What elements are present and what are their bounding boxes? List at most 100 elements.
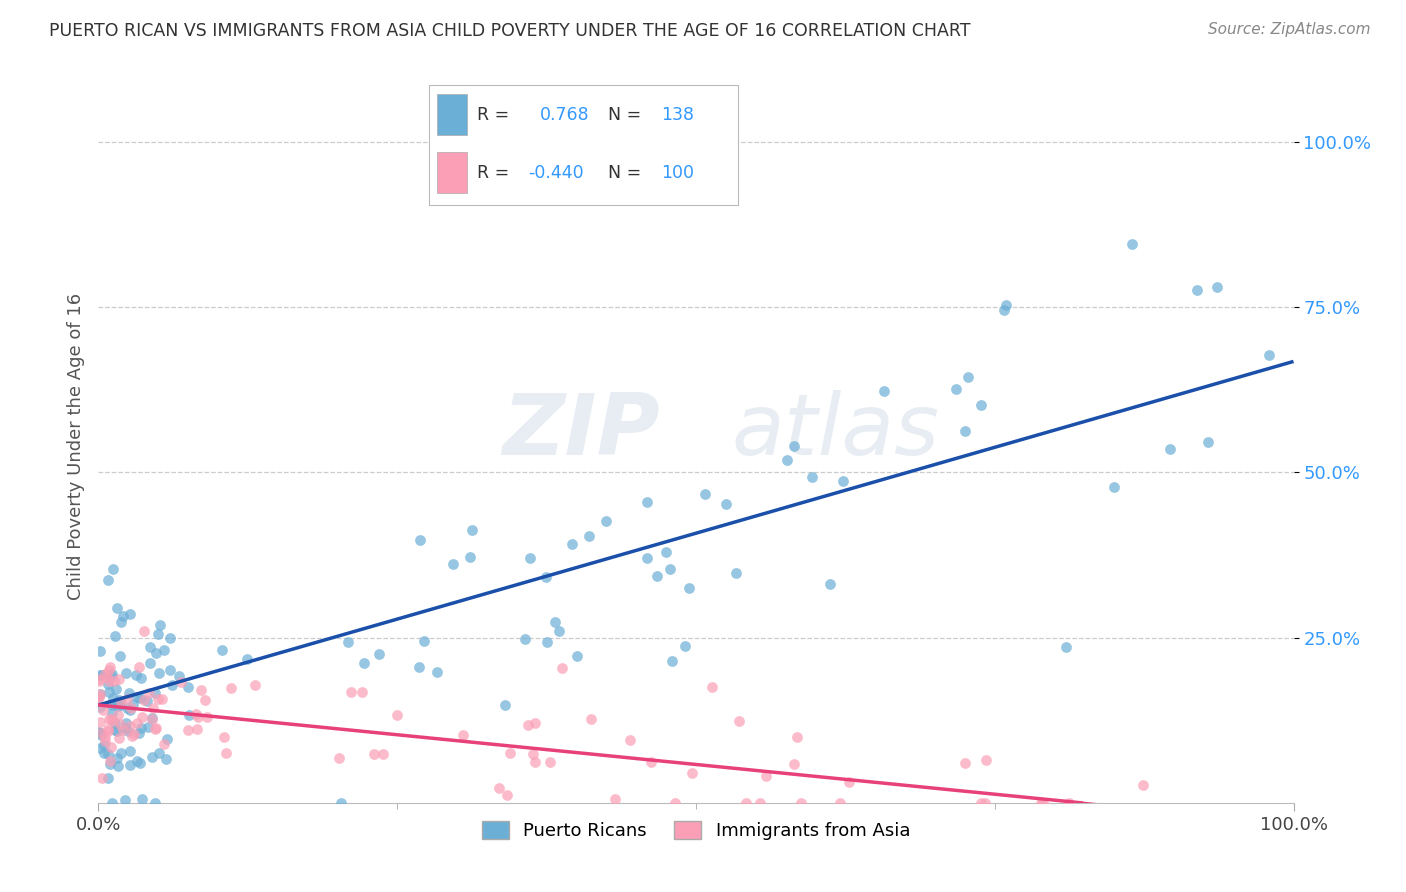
Point [995, 298, 1018, 312]
Point [838, 775, 860, 789]
Point [153, 737, 176, 751]
Point [801, 470, 824, 484]
Point [458, 549, 481, 564]
Point [519, 550, 541, 565]
Text: atlas: atlas [733, 390, 939, 474]
Point [97, 724, 120, 739]
Point [145, 722, 167, 736]
Point [789, 796, 811, 810]
Point [90, 728, 112, 742]
Point [114, 721, 136, 735]
Point [664, 796, 686, 810]
Point [89, 700, 111, 714]
Point [461, 523, 484, 537]
Point [329, 796, 352, 810]
Point [110, 698, 132, 712]
Point [104, 696, 127, 710]
Point [93, 731, 115, 745]
Point [221, 681, 243, 695]
Text: -0.440: -0.440 [527, 163, 583, 182]
Point [89, 741, 111, 756]
Point [162, 677, 184, 691]
Point [136, 720, 159, 734]
Point [150, 692, 173, 706]
Point [128, 660, 150, 674]
Point [105, 601, 128, 615]
Point [655, 545, 678, 559]
Point [128, 756, 150, 771]
Point [453, 728, 475, 742]
Point [776, 453, 799, 467]
Point [749, 796, 772, 810]
Point [93, 739, 115, 753]
Point [499, 746, 522, 760]
Legend: Puerto Ricans, Immigrants from Asia: Puerto Ricans, Immigrants from Asia [475, 814, 917, 847]
Point [153, 643, 176, 657]
Point [98, 674, 121, 689]
Point [243, 678, 266, 692]
Point [187, 710, 209, 724]
Point [408, 660, 430, 674]
Point [945, 382, 967, 396]
Point [155, 752, 177, 766]
Point [167, 669, 190, 683]
Point [725, 566, 748, 580]
Point [148, 691, 170, 706]
Point [1185, 283, 1208, 297]
Point [974, 753, 997, 767]
Point [87, 690, 110, 705]
Point [115, 665, 138, 680]
Point [693, 487, 716, 501]
Point [87, 672, 110, 686]
Point [734, 796, 756, 810]
Point [619, 733, 641, 747]
Point [89, 668, 111, 682]
Point [118, 607, 141, 621]
Point [91, 702, 114, 716]
Point [371, 747, 394, 761]
Point [110, 615, 132, 629]
Text: R =: R = [477, 106, 509, 124]
Point [104, 629, 127, 643]
Point [328, 751, 350, 765]
Point [107, 708, 129, 723]
Point [352, 685, 374, 699]
Point [441, 558, 464, 572]
Point [97, 574, 120, 588]
Point [969, 796, 991, 810]
Point [89, 687, 111, 701]
Point [118, 758, 141, 772]
Point [115, 716, 138, 731]
Point [567, 648, 589, 663]
Point [146, 626, 169, 640]
Point [125, 668, 148, 682]
Point [107, 699, 129, 714]
Point [1258, 348, 1281, 362]
Point [148, 666, 170, 681]
Point [104, 723, 127, 737]
Point [155, 732, 177, 747]
Point [101, 706, 124, 720]
Point [97, 722, 120, 736]
Point [678, 581, 700, 595]
Point [100, 669, 122, 683]
Point [603, 791, 626, 805]
Point [148, 746, 170, 760]
Point [337, 635, 360, 649]
Point [177, 708, 200, 723]
Point [426, 665, 449, 679]
Point [115, 691, 138, 706]
Point [97, 685, 120, 699]
Point [159, 631, 181, 645]
Point [195, 709, 218, 723]
Point [716, 497, 738, 511]
Point [186, 722, 208, 736]
Point [145, 646, 167, 660]
Point [117, 723, 139, 738]
Point [122, 726, 145, 740]
Point [955, 756, 977, 771]
Point [118, 744, 141, 758]
Point [93, 667, 115, 681]
Point [953, 425, 976, 439]
Text: 138: 138 [661, 106, 693, 124]
